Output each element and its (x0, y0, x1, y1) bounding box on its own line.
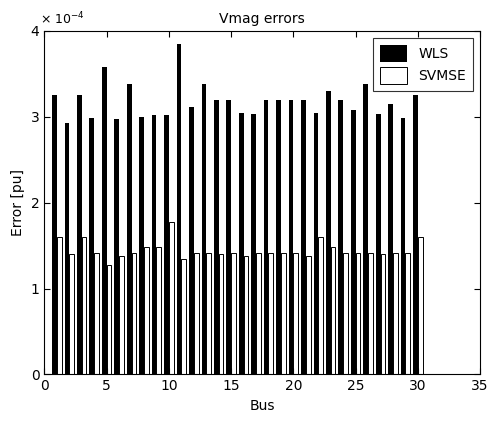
Bar (169, 222, 173, 374)
Bar (94, 253, 99, 374)
Bar (330, 247, 336, 374)
Bar (102, 67, 106, 374)
Bar (114, 120, 119, 374)
Bar (356, 253, 360, 374)
Bar (144, 247, 148, 374)
Bar (244, 256, 248, 374)
Bar (182, 259, 186, 374)
Bar (288, 100, 294, 374)
Bar (77, 95, 82, 374)
Bar (393, 253, 398, 374)
Bar (152, 115, 156, 374)
Bar (127, 84, 132, 374)
Bar (206, 253, 211, 374)
Bar (413, 95, 418, 374)
Bar (306, 256, 310, 374)
Bar (156, 247, 161, 374)
Bar (318, 237, 323, 374)
Bar (189, 106, 194, 374)
Bar (418, 237, 422, 374)
Bar (82, 237, 86, 374)
Bar (301, 100, 306, 374)
Bar (376, 114, 380, 374)
Bar (256, 253, 261, 374)
Bar (194, 253, 198, 374)
Bar (294, 253, 298, 374)
Bar (52, 95, 57, 374)
Bar (388, 104, 393, 374)
Bar (326, 91, 330, 374)
Bar (276, 100, 281, 374)
Bar (70, 254, 74, 374)
Bar (314, 112, 318, 374)
Bar (239, 112, 244, 374)
Bar (380, 254, 386, 374)
Y-axis label: Error [pu]: Error [pu] (11, 169, 25, 236)
X-axis label: Bus: Bus (250, 399, 275, 413)
Bar (231, 253, 236, 374)
Bar (368, 253, 373, 374)
Bar (106, 265, 112, 374)
Bar (57, 237, 62, 374)
Title: Vmag errors: Vmag errors (220, 11, 305, 25)
Bar (264, 100, 268, 374)
Bar (252, 114, 256, 374)
Bar (281, 253, 285, 374)
Bar (176, 44, 182, 374)
Bar (406, 253, 410, 374)
Bar (400, 118, 406, 374)
Legend: WLS, SVMSE: WLS, SVMSE (372, 38, 473, 91)
Bar (343, 253, 348, 374)
Bar (226, 100, 231, 374)
Bar (338, 100, 343, 374)
Bar (119, 256, 124, 374)
Bar (132, 253, 136, 374)
Bar (268, 253, 273, 374)
Bar (90, 118, 94, 374)
Bar (364, 84, 368, 374)
Bar (64, 123, 70, 374)
Bar (202, 84, 206, 374)
Bar (351, 110, 356, 374)
Bar (218, 254, 224, 374)
Bar (140, 117, 144, 374)
Bar (164, 115, 169, 374)
Bar (214, 100, 218, 374)
Text: $\times$ 10$^{-4}$: $\times$ 10$^{-4}$ (40, 11, 85, 28)
